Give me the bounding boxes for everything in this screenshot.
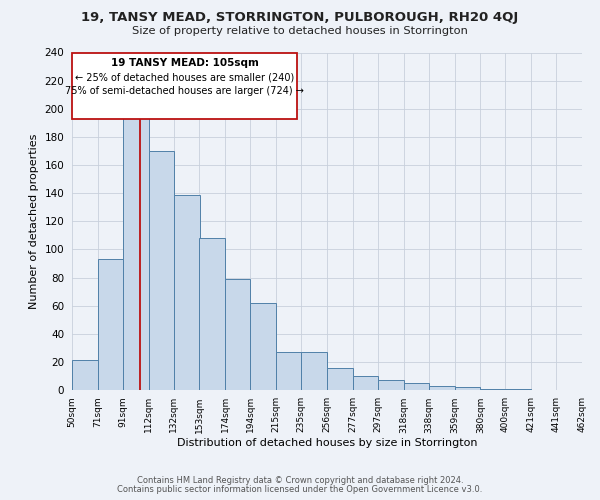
FancyBboxPatch shape: [72, 52, 297, 118]
Bar: [428, 386, 455, 390]
Bar: [123, 106, 149, 390]
Bar: [353, 376, 378, 390]
Bar: [149, 151, 173, 390]
Bar: [226, 279, 250, 390]
Bar: [481, 388, 505, 390]
Bar: [378, 380, 404, 390]
Bar: [276, 352, 301, 390]
Y-axis label: Number of detached properties: Number of detached properties: [29, 134, 39, 309]
Bar: [173, 194, 199, 390]
Text: 75% of semi-detached houses are larger (724) →: 75% of semi-detached houses are larger (…: [65, 86, 304, 96]
Bar: [72, 360, 98, 390]
Text: 19 TANSY MEAD: 105sqm: 19 TANSY MEAD: 105sqm: [111, 58, 259, 68]
Bar: [327, 368, 353, 390]
Text: 19, TANSY MEAD, STORRINGTON, PULBOROUGH, RH20 4QJ: 19, TANSY MEAD, STORRINGTON, PULBOROUGH,…: [82, 11, 518, 24]
Text: ← 25% of detached houses are smaller (240): ← 25% of detached houses are smaller (24…: [75, 72, 294, 82]
Bar: [505, 388, 531, 390]
X-axis label: Distribution of detached houses by size in Storrington: Distribution of detached houses by size …: [177, 438, 477, 448]
Bar: [455, 387, 481, 390]
Bar: [199, 238, 226, 390]
Text: Contains HM Land Registry data © Crown copyright and database right 2024.: Contains HM Land Registry data © Crown c…: [137, 476, 463, 485]
Bar: [98, 259, 123, 390]
Bar: [301, 352, 327, 390]
Text: Size of property relative to detached houses in Storrington: Size of property relative to detached ho…: [132, 26, 468, 36]
Bar: [250, 303, 276, 390]
Text: Contains public sector information licensed under the Open Government Licence v3: Contains public sector information licen…: [118, 485, 482, 494]
Bar: [404, 383, 428, 390]
